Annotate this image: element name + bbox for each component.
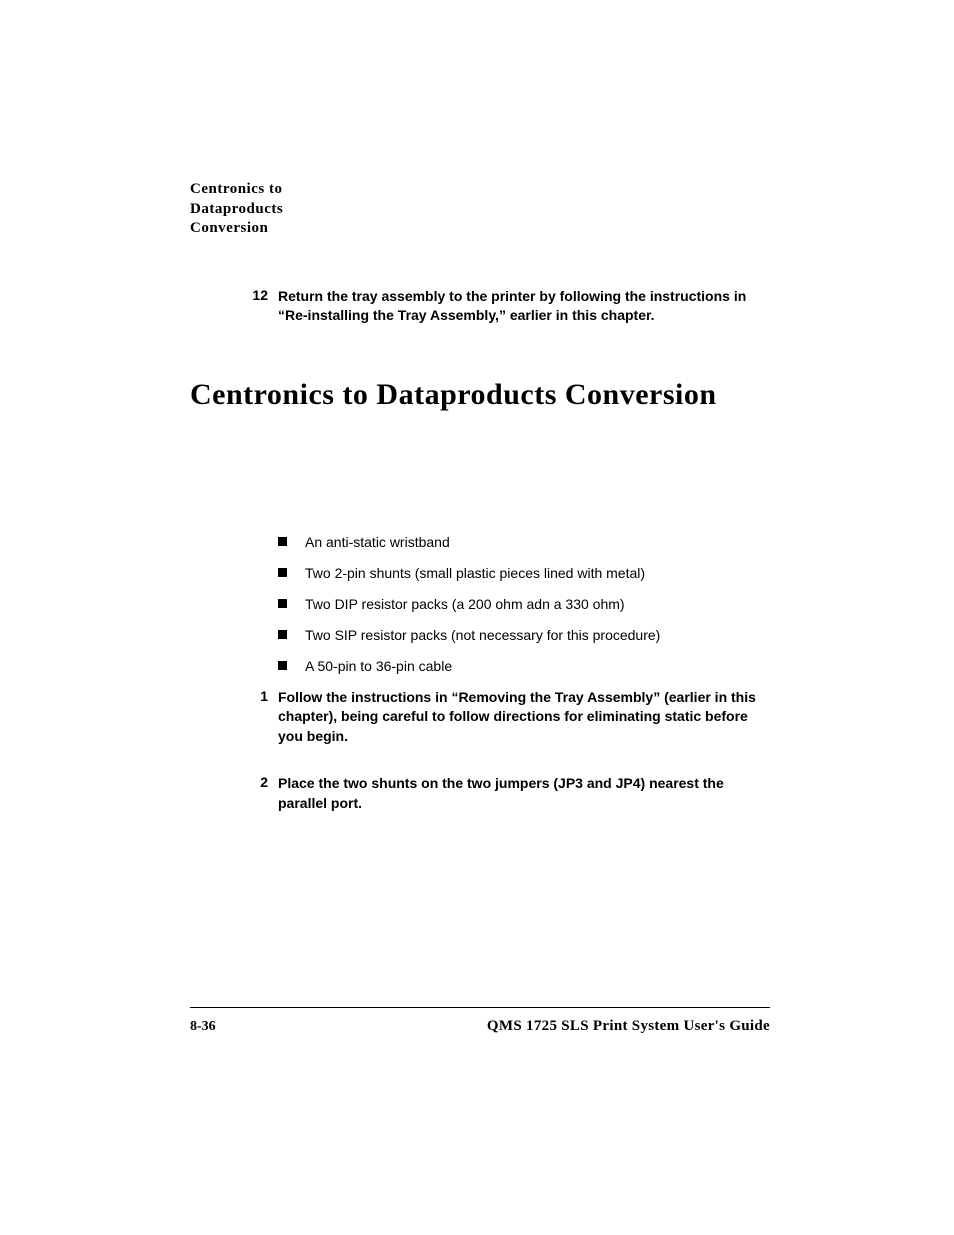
running-header-line: Centronics to xyxy=(190,180,770,200)
bullet-item: An anti-static wristband xyxy=(278,533,770,552)
bullet-square-icon xyxy=(278,599,287,608)
page-footer: 8-36 QMS 1725 SLS Print System User's Gu… xyxy=(190,1007,770,1035)
bullet-item: Two DIP resistor packs (a 200 ohm adn a … xyxy=(278,595,770,614)
bullet-square-icon xyxy=(278,630,287,639)
step-item: 1 Follow the instructions in “Removing t… xyxy=(250,688,770,747)
step-text: Follow the instructions in “Removing the… xyxy=(278,688,770,747)
bullet-text: Two 2-pin shunts (small plastic pieces l… xyxy=(305,564,645,583)
bullet-item: A 50-pin to 36-pin cable xyxy=(278,657,770,676)
bullet-text: Two DIP resistor packs (a 200 ohm adn a … xyxy=(305,595,625,614)
bullet-square-icon xyxy=(278,537,287,546)
bullet-text: A 50-pin to 36-pin cable xyxy=(305,657,452,676)
step-text: Place the two shunts on the two jumpers … xyxy=(278,774,770,813)
bullet-square-icon xyxy=(278,568,287,577)
running-header-line: Conversion xyxy=(190,219,770,239)
bullet-text: Two SIP resistor packs (not necessary fo… xyxy=(305,626,660,645)
page-number: 8-36 xyxy=(190,1019,216,1035)
bullet-square-icon xyxy=(278,661,287,670)
bullet-text: An anti-static wristband xyxy=(305,533,450,552)
step-number: 1 xyxy=(250,688,278,747)
running-header: Centronics to Dataproducts Conversion xyxy=(190,180,770,239)
bullet-list: An anti-static wristband Two 2-pin shunt… xyxy=(278,533,770,675)
step-number: 12 xyxy=(250,287,278,326)
page-content: Centronics to Dataproducts Conversion 12… xyxy=(190,180,770,842)
footer-title: QMS 1725 SLS Print System User's Guide xyxy=(487,1018,770,1035)
bullet-item: Two SIP resistor packs (not necessary fo… xyxy=(278,626,770,645)
section-heading: Centronics to Dataproducts Conversion xyxy=(190,376,770,414)
step-item: 12 Return the tray assembly to the print… xyxy=(250,287,770,326)
step-item: 2 Place the two shunts on the two jumper… xyxy=(250,774,770,813)
bullet-item: Two 2-pin shunts (small plastic pieces l… xyxy=(278,564,770,583)
running-header-line: Dataproducts xyxy=(190,200,770,220)
step-text: Return the tray assembly to the printer … xyxy=(278,287,770,326)
step-number: 2 xyxy=(250,774,278,813)
